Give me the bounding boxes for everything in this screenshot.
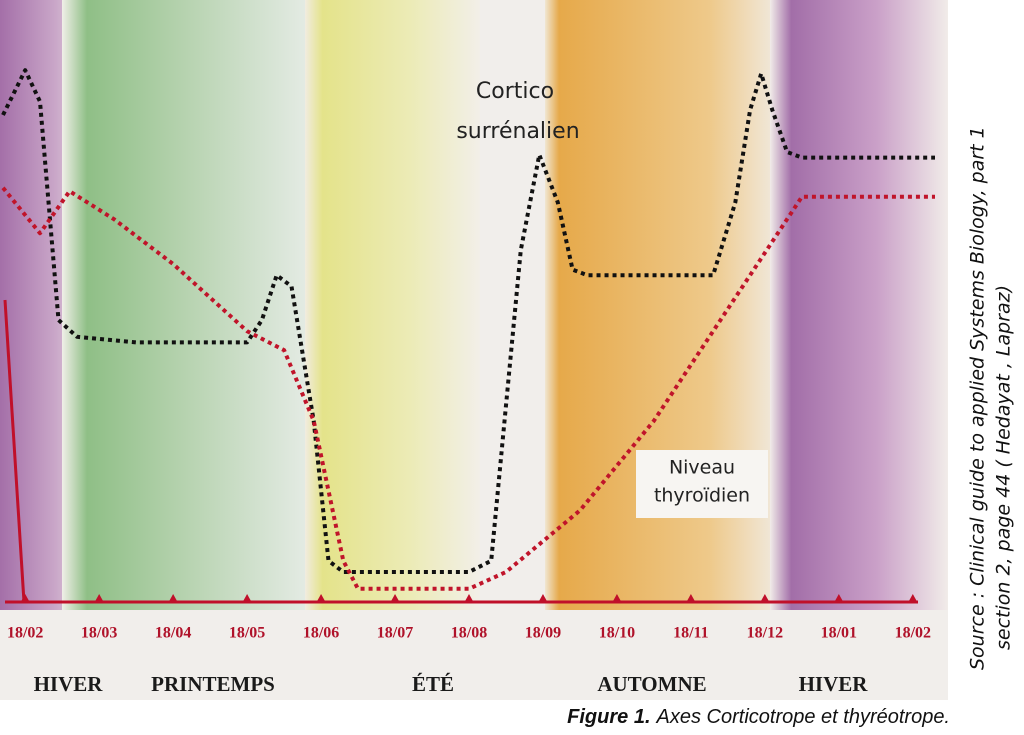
x-tick-label: 18/02 [7, 625, 43, 642]
season-band [545, 0, 780, 610]
data-line [1, 68, 935, 574]
annotation-box [636, 450, 768, 518]
annotation: thyroïdien [654, 485, 750, 507]
caption-label: Figure 1. [567, 706, 650, 728]
season-label: HIVER [799, 672, 869, 696]
tick-mark [685, 594, 696, 603]
source-line: Source : Clinical guide to applied Syste… [967, 126, 989, 670]
x-tick-label: 18/03 [81, 625, 117, 642]
x-tick-label: 18/12 [747, 625, 783, 642]
tick-mark [20, 594, 31, 603]
x-tick-label: 18/11 [673, 625, 709, 642]
tick-mark [464, 594, 474, 603]
tick-mark [390, 594, 401, 603]
tick-mark [833, 594, 844, 603]
x-tick-label: 18/04 [155, 625, 191, 642]
season-label: ÉTÉ [412, 672, 454, 696]
tick-mark [168, 594, 179, 603]
x-tick-label: 18/08 [451, 625, 487, 642]
annotation: Niveau [669, 457, 735, 479]
tick-mark [537, 594, 548, 603]
annotation: Cortico [476, 79, 554, 104]
tick-mark [316, 594, 327, 603]
season-label: PRINTEMPS [151, 672, 275, 696]
x-tick-label: 18/05 [229, 625, 265, 642]
x-tick-label: 18/06 [303, 625, 339, 642]
source-note: Source : Clinical guide to applied Syste… [967, 126, 1015, 670]
season-band [62, 0, 312, 610]
x-tick-label: 18/07 [377, 625, 413, 642]
caption: Figure 1. Axes Corticotrope et thyréotrop… [567, 706, 950, 728]
tick-mark [242, 594, 253, 603]
season-label: AUTOMNE [597, 672, 706, 696]
x-tick-label: 18/10 [599, 625, 635, 642]
caption-text: Axes Corticotrope et thyréotrope. [656, 706, 950, 728]
season-label: HIVER [34, 672, 104, 696]
source-line: section 2, page 44 ( Hedayat , Lapraz) [993, 285, 1015, 650]
tick-mark [759, 594, 770, 603]
tick-mark [611, 594, 622, 603]
x-tick-label: 18/09 [525, 625, 561, 642]
season-band [305, 0, 480, 610]
data-line [1, 186, 935, 591]
tick-mark [907, 594, 918, 603]
season-band [770, 0, 948, 610]
y-axis [3, 299, 26, 603]
annotation: surrénalien [456, 119, 579, 144]
x-tick-label: 18/02 [895, 625, 931, 642]
x-tick-label: 18/01 [821, 625, 857, 642]
tick-mark [94, 594, 105, 603]
